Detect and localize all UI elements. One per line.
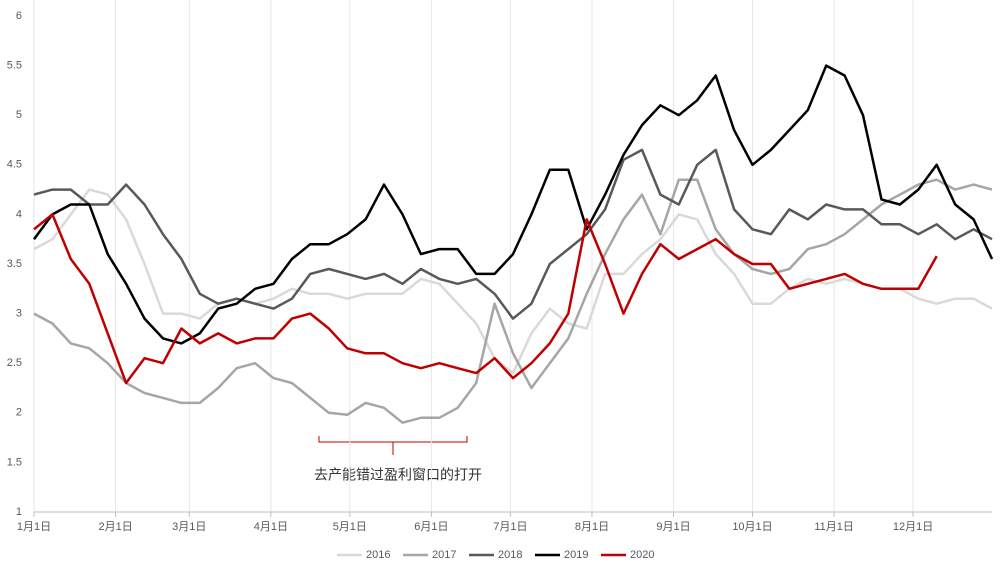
x-tick-label: 5月1日 (333, 521, 367, 533)
y-tick-label: 1 (16, 506, 22, 518)
legend-label: 2019 (564, 549, 588, 561)
y-tick-label: 4 (16, 208, 22, 220)
series-line (33, 213, 938, 385)
x-tick-label: 4月1日 (254, 521, 288, 533)
legend-label: 2017 (432, 549, 456, 561)
annotation-bracket (318, 436, 468, 455)
x-tick-label: 10月1日 (732, 521, 772, 533)
x-tick-label: 3月1日 (172, 521, 206, 533)
y-tick-label: 6 (16, 10, 22, 22)
y-tick-label: 5 (16, 109, 22, 121)
x-tick-label: 9月1日 (656, 521, 690, 533)
legend-label: 2018 (498, 549, 522, 561)
y-tick-label: 3 (16, 308, 22, 320)
x-tick-label: 1月1日 (17, 521, 51, 533)
y-tick-label: 1.5 (7, 456, 22, 468)
legend-label: 2020 (630, 549, 654, 561)
y-tick-label: 3.5 (7, 258, 22, 270)
series-line (33, 148, 993, 320)
annotation: 去产能错过盈利窗口的打开 (314, 467, 482, 483)
y-tick-label: 4.5 (7, 159, 22, 171)
series-line (33, 188, 993, 375)
y-tick-label: 5.5 (7, 60, 22, 72)
legend-label: 2016 (366, 549, 390, 561)
series-line (32, 64, 994, 345)
x-tick-label: 2月1日 (98, 521, 132, 533)
x-tick-label: 12月1日 (893, 521, 933, 533)
y-tick-label: 2 (16, 407, 22, 419)
x-tick-label: 7月1日 (493, 521, 527, 533)
y-tick-label: 2.5 (7, 357, 22, 369)
x-tick-label: 8月1日 (575, 521, 609, 533)
series-line (33, 178, 993, 424)
x-tick-label: 11月1日 (814, 521, 854, 533)
x-tick-label: 6月1日 (414, 521, 448, 533)
